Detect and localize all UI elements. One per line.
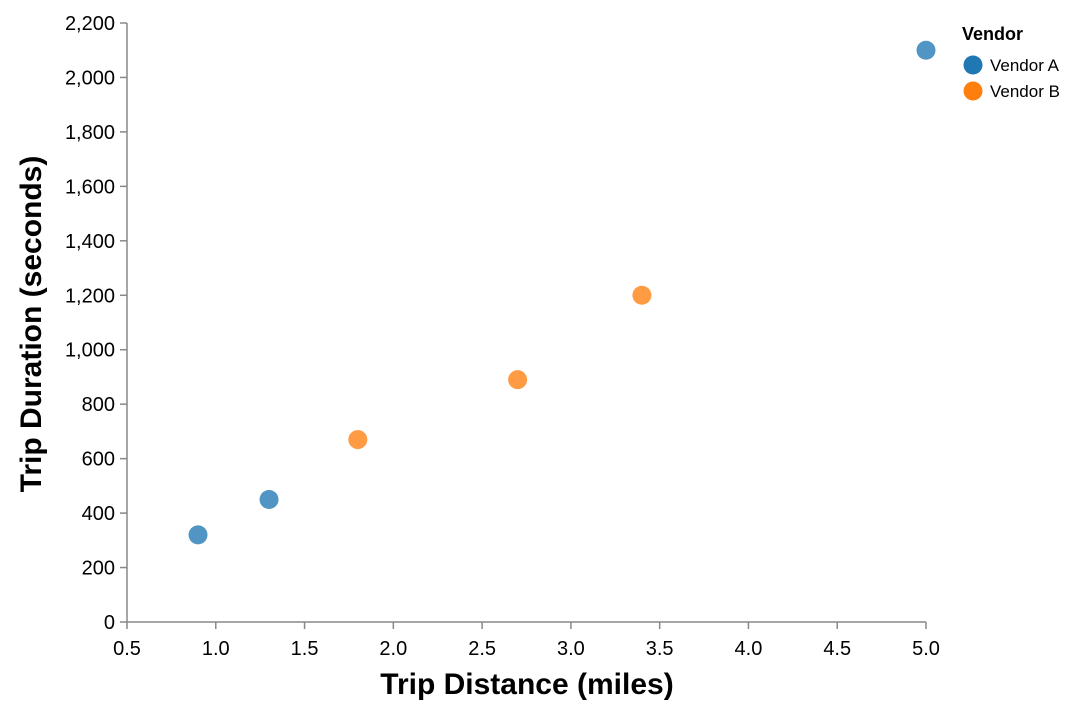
- y-tick-label: 1,200: [65, 285, 115, 307]
- data-point: [348, 430, 368, 450]
- data-point: [259, 489, 279, 509]
- x-tick-label: 3.0: [557, 638, 585, 660]
- x-axis-title: Trip Distance (miles): [380, 668, 673, 701]
- data-point: [916, 40, 936, 60]
- legend: Vendor Vendor A Vendor B: [962, 24, 1060, 101]
- x-tick-label: 1.0: [202, 638, 230, 660]
- y-tick-label: 1,000: [65, 340, 115, 362]
- legend-label: Vendor B: [990, 82, 1060, 101]
- legend-title: Vendor: [962, 24, 1023, 44]
- legend-label: Vendor A: [990, 56, 1060, 75]
- x-tick-label: 4.0: [735, 638, 763, 660]
- data-point: [508, 370, 528, 390]
- x-tick-label: 4.5: [823, 638, 851, 660]
- y-tick-label: 2,000: [65, 67, 115, 89]
- data-point: [632, 285, 652, 305]
- x-tick-label: 1.5: [291, 638, 319, 660]
- x-tick-label: 3.5: [646, 638, 674, 660]
- x-tick-label: 5.0: [912, 638, 940, 660]
- x-axis: 0.5 1.0 1.5 2.0 2.5 3.0 3.5 4.0 4.5 5.0: [113, 621, 940, 660]
- x-tick-label: 2.5: [468, 638, 496, 660]
- x-tick-label: 2.0: [379, 638, 407, 660]
- legend-symbol: [963, 55, 983, 75]
- y-tick-label: 2,200: [65, 13, 115, 35]
- y-tick-label: 200: [82, 558, 115, 580]
- y-tick-label: 1,600: [65, 176, 115, 198]
- x-tick-label: 0.5: [113, 638, 141, 660]
- y-tick-label: 800: [82, 394, 115, 416]
- y-axis: 0 200 400 600 800 1,000 1,200 1,400 1,600 1,800 2,…: [65, 13, 128, 634]
- y-tick-label: 400: [82, 503, 115, 525]
- y-tick-label: 600: [82, 449, 115, 471]
- y-tick-label: 0: [104, 612, 115, 634]
- y-tick-label: 1,400: [65, 231, 115, 253]
- y-tick-label: 1,800: [65, 122, 115, 144]
- legend-symbol: [963, 81, 983, 101]
- data-points: [188, 40, 936, 545]
- y-axis-title: Trip Duration (seconds): [15, 156, 48, 493]
- data-point: [188, 525, 208, 545]
